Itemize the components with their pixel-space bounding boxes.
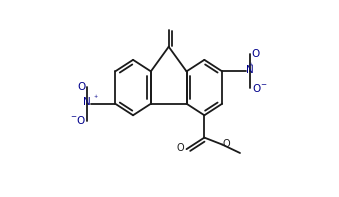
Text: N: N [83,97,91,107]
Text: $^{-}$O: $^{-}$O [69,114,86,126]
Text: N: N [246,65,254,75]
Text: O: O [252,49,260,59]
Text: O: O [223,139,231,149]
Text: O: O [177,143,184,153]
Text: O: O [78,82,86,92]
Text: O$^{-}$: O$^{-}$ [252,82,267,94]
Text: $^+$: $^+$ [92,95,99,101]
Text: $^+$: $^+$ [247,62,254,68]
